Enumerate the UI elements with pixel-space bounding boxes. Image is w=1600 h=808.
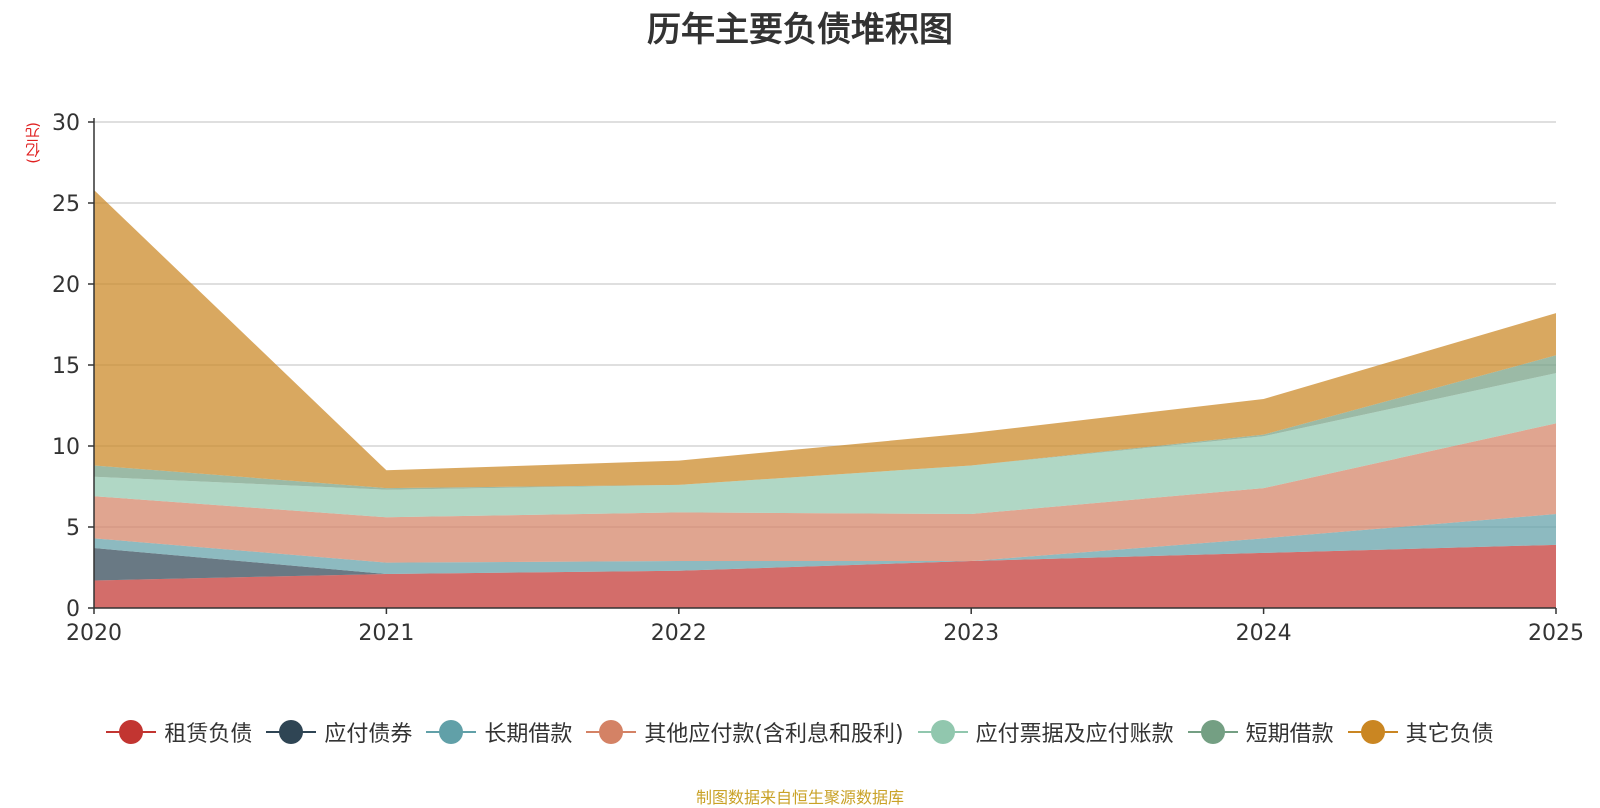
x-tick-label: 2022 <box>651 621 707 646</box>
legend-marker-icon <box>586 720 637 744</box>
chart-legend: 租赁负债 应付债券 长期借款 其他应付款(含利息和股利) 应付票据及应付账款 短期借款 其它… <box>0 716 1600 748</box>
legend-marker-icon <box>1187 720 1238 744</box>
y-tick-label: 0 <box>66 597 80 622</box>
x-tick-label: 2021 <box>358 621 414 646</box>
legend-marker-icon <box>426 720 477 744</box>
legend-marker-icon <box>266 720 317 744</box>
legend-item[interactable]: 应付票据及应付账款 <box>917 716 1174 748</box>
legend-marker-icon <box>917 720 968 744</box>
area-series-6 <box>94 190 1556 489</box>
y-tick-label: 30 <box>52 111 80 136</box>
legend-label: 应付债券 <box>324 722 413 747</box>
legend-label: 租赁负债 <box>164 722 253 747</box>
data-source-note: 制图数据来自恒生聚源数据库 <box>695 788 904 807</box>
x-tick-label: 2020 <box>66 621 122 646</box>
legend-label: 短期借款 <box>1245 722 1334 747</box>
legend-item[interactable]: 租赁负债 <box>106 716 252 748</box>
x-tick-label: 2025 <box>1528 621 1584 646</box>
legend-item[interactable]: 长期借款 <box>426 716 572 748</box>
legend-label: 应付票据及应付账款 <box>975 722 1174 747</box>
area-series-3 <box>94 423 1556 563</box>
area-series-0 <box>94 544 1556 608</box>
x-tick-label: 2023 <box>943 621 999 646</box>
legend-label: 其他应付款(含利息和股利) <box>644 722 904 747</box>
legend-item[interactable]: 应付债券 <box>266 716 412 748</box>
legend-label: 其它负债 <box>1405 722 1494 747</box>
area-series-2 <box>94 514 1556 574</box>
legend-item[interactable]: 短期借款 <box>1187 716 1334 748</box>
chart-title: 历年主要负债堆积图 <box>647 10 953 50</box>
area-series-4 <box>94 373 1556 518</box>
legend-marker-icon <box>1347 720 1398 744</box>
y-tick-label: 15 <box>52 354 80 379</box>
y-tick-label: 5 <box>66 516 80 541</box>
legend-label: 长期借款 <box>484 722 573 747</box>
legend-marker-icon <box>106 720 157 744</box>
y-tick-label: 10 <box>52 435 80 460</box>
y-tick-label: 20 <box>52 273 80 298</box>
y-tick-label: 25 <box>52 192 80 217</box>
legend-item[interactable]: 其他应付款(含利息和股利) <box>586 716 904 748</box>
x-tick-label: 2024 <box>1236 621 1292 646</box>
legend-item[interactable]: 其它负债 <box>1347 716 1494 748</box>
area-series-1 <box>94 544 1556 581</box>
